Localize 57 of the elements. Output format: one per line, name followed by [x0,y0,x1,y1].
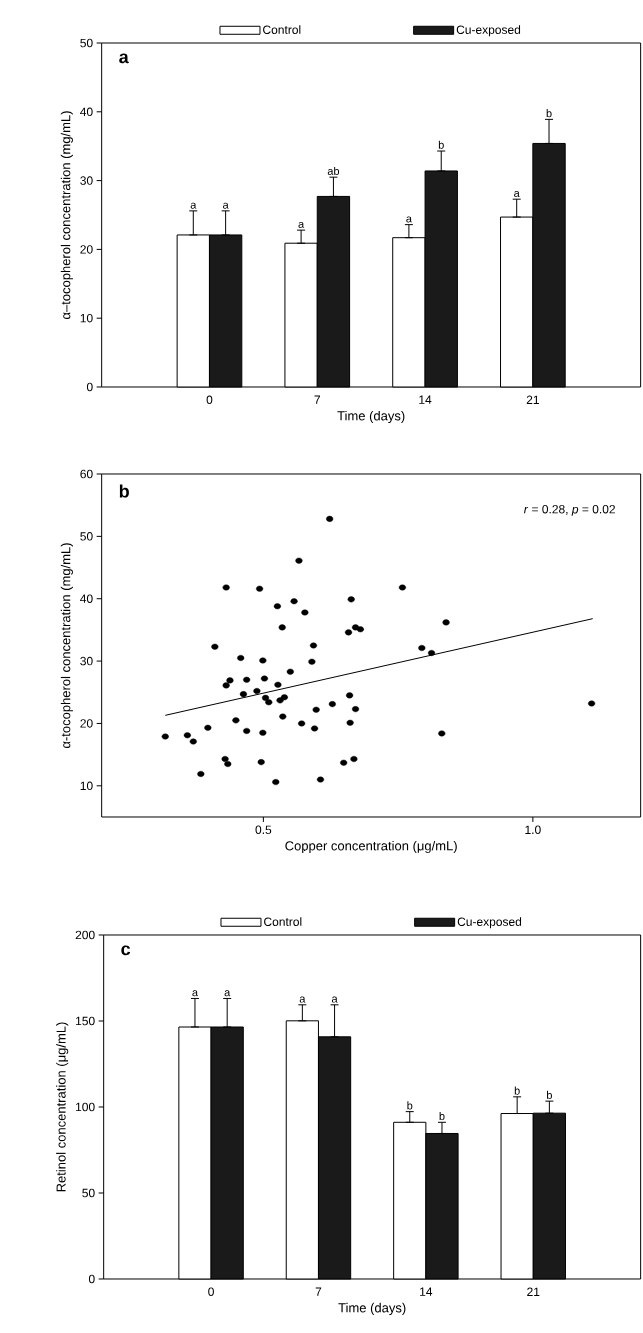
annotation: c [121,945,131,956]
y-tick-label: 50 [80,38,93,48]
data-label: a [298,221,305,228]
data-label: a [192,990,199,997]
annotation: a [119,53,129,64]
data-label: b [439,1112,445,1121]
y-tick-label: 200 [75,930,95,940]
x-tick-label: 7 [314,395,321,404]
data-label: b [514,1086,520,1095]
y-tick-label: 10 [80,313,93,323]
data-label: b [439,140,444,149]
x-tick-label: 1.0 [525,825,541,835]
legend-label: Cu-exposed [457,917,522,929]
y-tick-label: 60 [80,469,93,479]
y-axis-title: α–tocopherol concentration (mg/mL) [60,111,74,320]
y-axis-title: Retinol concentration (μg/mL) [56,1022,69,1192]
annotation: b [120,484,130,498]
data-label: b [407,1101,413,1110]
x-tick-label: 0 [206,395,213,405]
x-tick-label: 21 [526,395,540,404]
x-tick-label: 14 [420,1287,433,1296]
y-tick-label: 40 [80,107,93,117]
data-label: a [514,190,520,197]
y-axis-title: α-tocopherol concentration (mg/mL) [60,543,74,749]
x-axis-title: Time (days) [337,410,405,424]
data-label: a [406,216,413,223]
data-label: a [299,996,306,1003]
y-tick-label: 100 [76,1102,95,1112]
data-label: a [332,996,338,1003]
legend-label: Control [263,25,301,34]
y-tick-label: 20 [80,719,93,728]
x-axis-title: Time (days) [338,1302,406,1315]
data-label: b [546,109,552,118]
y-tick-label: 0 [87,382,93,392]
x-tick-label: 14 [419,395,432,404]
data-label: b [547,1090,553,1099]
y-tick-label: 150 [76,1016,95,1026]
y-tick-label: 20 [80,245,93,254]
data-label: a [190,202,197,209]
data-label: ab [327,166,340,175]
y-tick-label: 30 [80,656,93,666]
annotation: r = 0.28, p = 0.02 [524,504,616,516]
data-label: a [223,202,229,209]
x-tick-label: 0.5 [255,825,272,835]
y-tick-label: 50 [80,532,93,541]
x-axis-title: Copper concentration (μg/mL) [285,840,457,853]
x-tick-label: 0 [208,1287,215,1297]
x-tick-label: 21 [527,1287,540,1296]
legend-label: Cu-exposed [456,25,521,37]
x-tick-label: 7 [315,1287,322,1296]
y-tick-label: 0 [89,1274,95,1284]
y-tick-label: 30 [80,176,93,185]
data-label: a [224,990,231,997]
y-tick-label: 50 [82,1188,95,1198]
y-tick-label: 10 [80,781,93,791]
legend-label: Control [264,917,302,926]
y-tick-label: 40 [80,594,93,603]
